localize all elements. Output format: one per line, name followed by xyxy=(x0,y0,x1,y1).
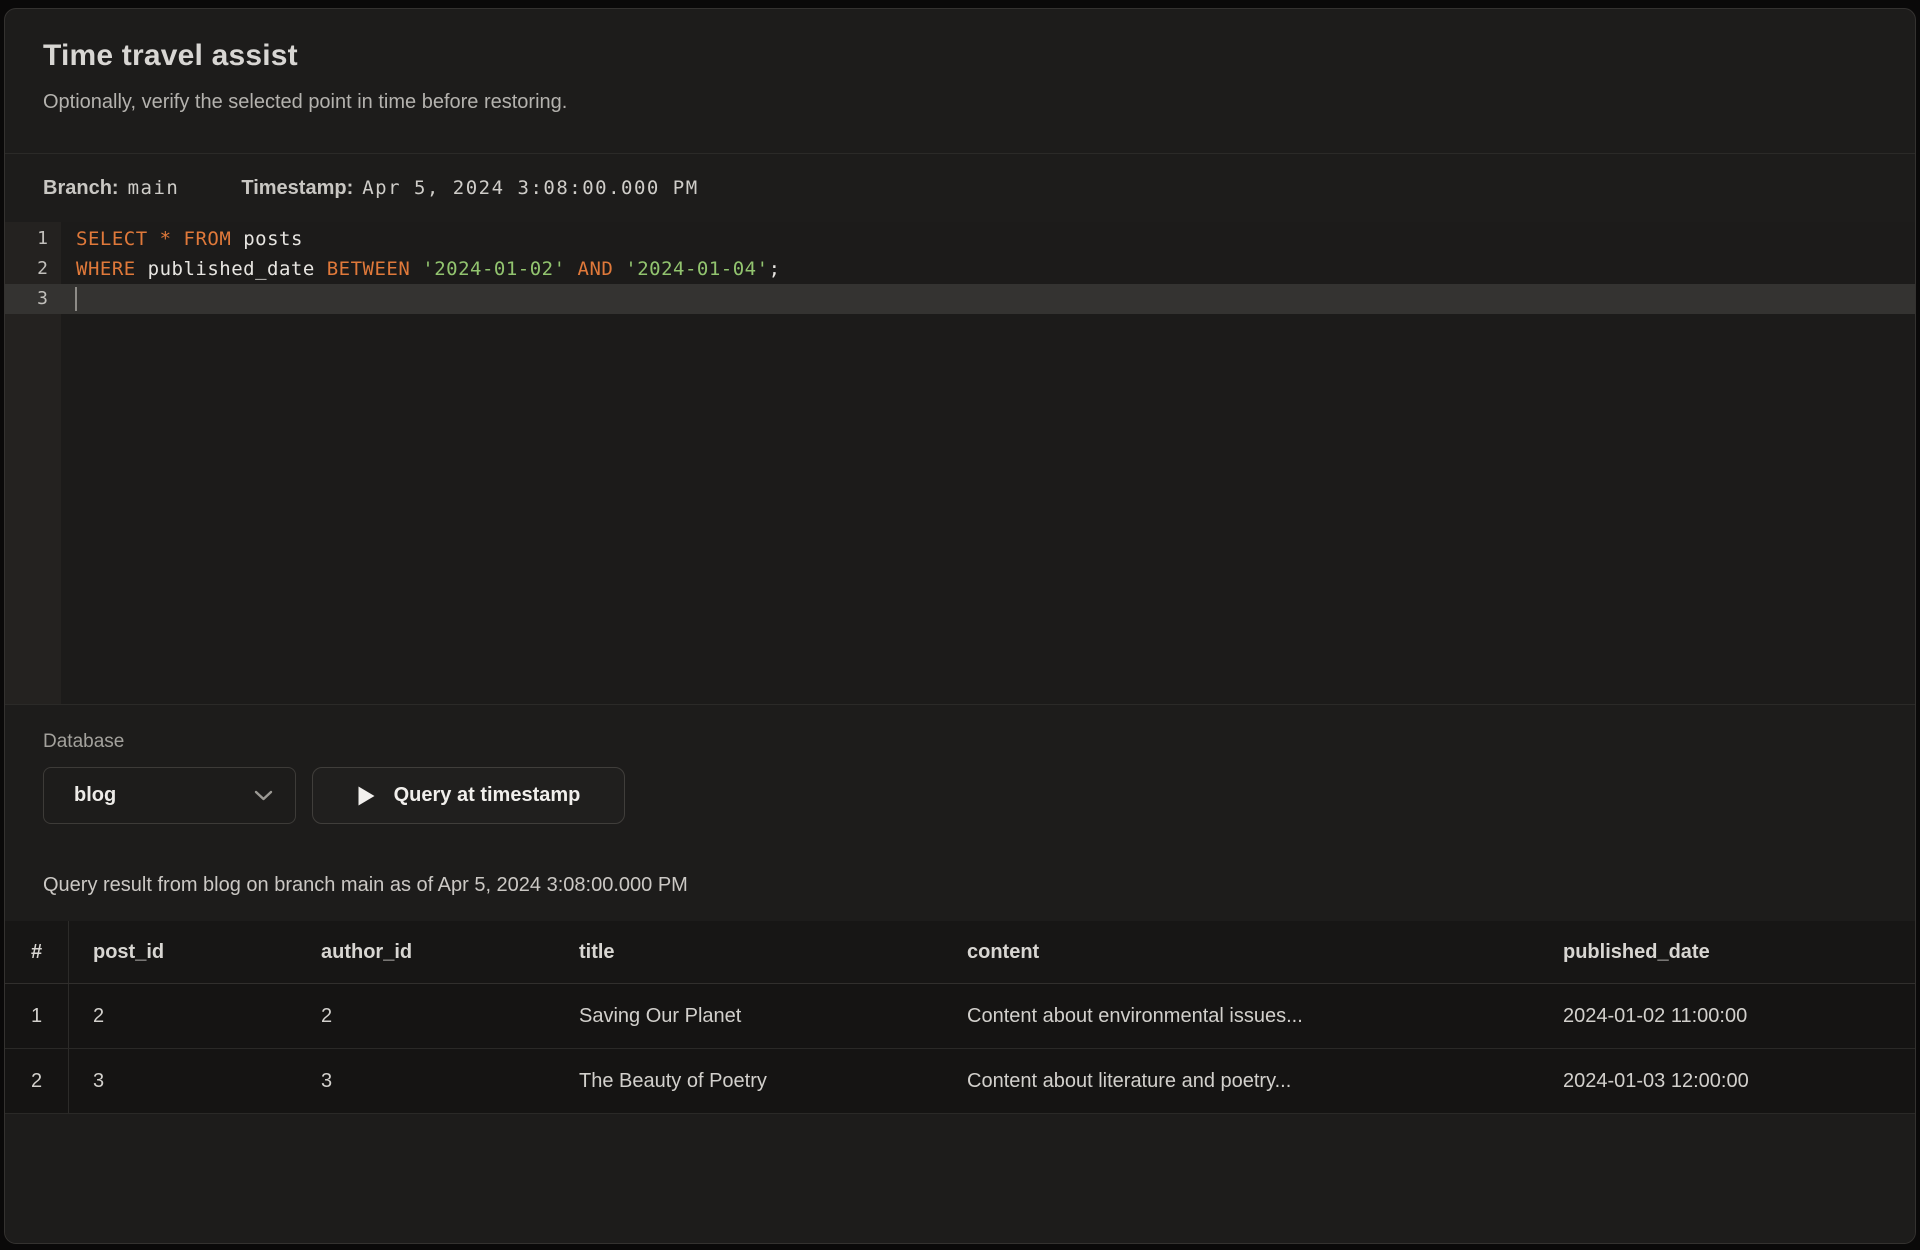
timestamp-value: Apr 5, 2024 3:08:00.000 PM xyxy=(362,177,699,199)
branch-timestamp-bar: Branch: main Timestamp: Apr 5, 2024 3:08… xyxy=(5,154,1915,222)
column-header: published_date xyxy=(1563,940,1710,963)
branch-label: Branch: xyxy=(43,176,119,199)
result-table-body: 1 2 2 Saving Our Planet Content about enviro… xyxy=(5,984,1915,1114)
database-label: Database xyxy=(43,731,125,752)
query-button-label: Query at timestamp xyxy=(393,784,581,806)
table-cell: 2024-01-03 12:00:00 xyxy=(1563,1069,1749,1092)
timestamp-label: Timestamp: xyxy=(241,176,354,199)
play-icon xyxy=(357,785,376,807)
result-table-header: # post_id author_id title content published_d… xyxy=(5,921,1915,984)
table-cell: 2 xyxy=(93,1004,105,1027)
line-number: 2 xyxy=(37,258,48,279)
sql-editor-lines: 1 SELECT * FROM posts 2 WHERE published_dat… xyxy=(5,224,1915,314)
table-row: 1 2 2 Saving Our Planet Content about enviro… xyxy=(5,984,1915,1049)
query-result-caption: Query result from blog on branch main as… xyxy=(43,874,688,896)
column-header: # xyxy=(5,921,69,983)
time-travel-assist-dialog: Time travel assist Optionally, verify th… xyxy=(4,8,1916,1244)
table-row: 2 3 3 The Beauty of Poetry Content about lit… xyxy=(5,1049,1915,1114)
table-cell: The Beauty of Poetry xyxy=(579,1069,767,1092)
code-line: 1 SELECT * FROM posts xyxy=(5,224,1915,254)
code-line: 2 WHERE published_date BETWEEN '2024-01-0… xyxy=(5,254,1915,284)
result-table: # post_id author_id title content published_d… xyxy=(5,921,1915,1114)
query-at-timestamp-button[interactable]: Query at timestamp xyxy=(312,767,625,824)
database-select-value: blog xyxy=(74,784,117,806)
code-text: SELECT * FROM posts xyxy=(76,228,303,250)
table-cell: 1 xyxy=(5,984,69,1048)
dialog-header: Time travel assist Optionally, verify th… xyxy=(5,9,1915,154)
page-title: Time travel assist xyxy=(43,39,298,72)
table-cell: 2 xyxy=(321,1004,333,1027)
column-header: author_id xyxy=(321,940,413,963)
branch-value: main xyxy=(127,177,180,199)
page-subtitle: Optionally, verify the selected point in… xyxy=(43,91,568,113)
query-controls-section: Database blog Query xyxy=(5,704,1915,1243)
table-cell: 2 xyxy=(5,1049,69,1113)
text-cursor xyxy=(75,287,77,311)
code-line: 3 xyxy=(5,284,1915,314)
table-cell: Content about literature and poetry... xyxy=(967,1069,1292,1092)
code-text: WHERE published_date BETWEEN '2024-01-02… xyxy=(76,258,781,280)
table-cell: 2024-01-02 11:00:00 xyxy=(1563,1004,1748,1027)
table-cell: Saving Our Planet xyxy=(579,1004,742,1027)
column-header: post_id xyxy=(93,940,165,963)
database-select[interactable]: blog xyxy=(43,767,296,824)
column-header: content xyxy=(967,940,1040,963)
line-number: 3 xyxy=(37,288,48,309)
controls-row: blog Query at timestamp xyxy=(43,767,1877,824)
table-cell: 3 xyxy=(93,1069,105,1092)
chevron-down-icon xyxy=(254,790,273,801)
column-header: title xyxy=(579,940,615,963)
sql-editor[interactable]: 1 SELECT * FROM posts 2 WHERE published_dat… xyxy=(5,222,1915,704)
line-number: 1 xyxy=(37,228,48,249)
table-cell: 3 xyxy=(321,1069,333,1092)
table-cell: Content about environmental issues... xyxy=(967,1004,1303,1027)
